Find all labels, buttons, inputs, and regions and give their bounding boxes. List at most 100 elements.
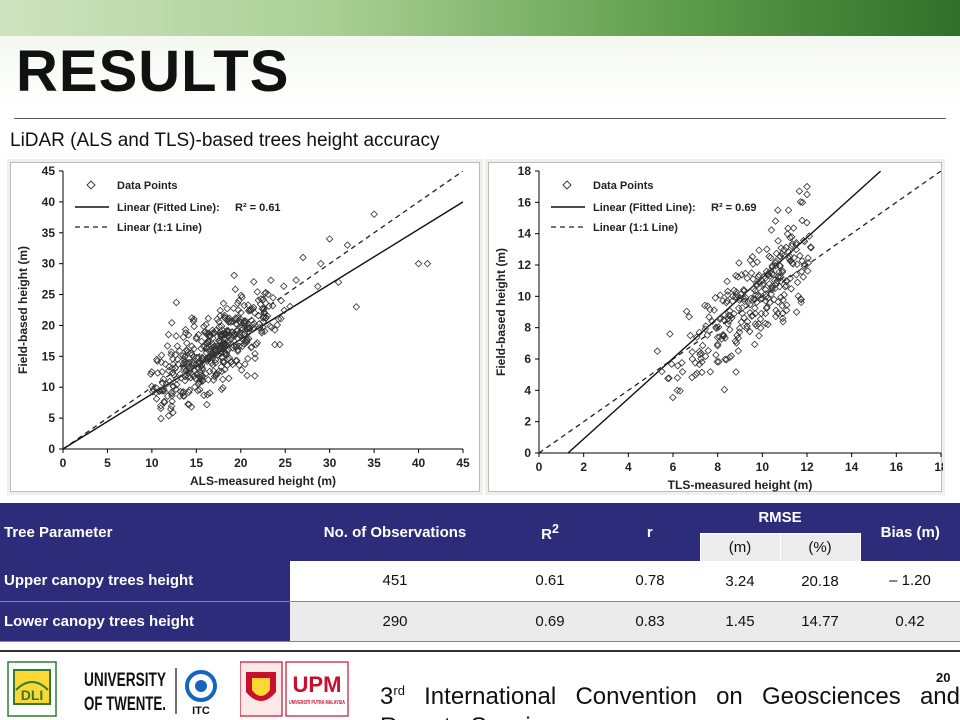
data-point xyxy=(665,374,673,382)
page-number: 20 xyxy=(936,670,951,685)
data-point xyxy=(186,365,194,373)
data-point xyxy=(217,367,226,376)
slide-title: RESULTS xyxy=(16,39,290,104)
data-point xyxy=(676,387,684,395)
data-point xyxy=(749,275,757,283)
data-point xyxy=(771,284,779,293)
data-point xyxy=(772,279,780,287)
y-tick-label: 8 xyxy=(524,321,531,335)
data-point xyxy=(274,315,283,323)
data-point xyxy=(747,294,755,303)
data-point xyxy=(197,344,205,353)
header-r: r xyxy=(600,503,700,561)
data-point xyxy=(232,356,240,365)
row-r: 0.83 xyxy=(600,601,700,642)
data-point xyxy=(800,262,809,270)
data-point xyxy=(180,365,188,373)
data-point xyxy=(190,372,198,381)
data-point xyxy=(198,377,207,385)
upm-logo-text: UPM xyxy=(293,672,342,697)
data-point xyxy=(219,375,227,384)
data-point xyxy=(721,355,729,364)
data-point xyxy=(280,282,288,291)
data-point xyxy=(746,300,754,309)
data-point xyxy=(721,334,729,342)
data-point xyxy=(719,330,727,339)
data-point xyxy=(695,328,704,337)
y-tick-label: 35 xyxy=(42,226,56,240)
data-point xyxy=(219,383,227,392)
data-point xyxy=(793,278,802,287)
x-tick-label: 12 xyxy=(800,460,814,474)
data-point xyxy=(218,344,227,353)
data-points xyxy=(653,182,815,402)
data-point xyxy=(352,303,361,311)
row-rmse-pct: 14.77 xyxy=(780,601,860,642)
y-tick-label: 4 xyxy=(524,383,531,397)
data-point xyxy=(423,259,432,268)
data-point xyxy=(804,254,812,262)
data-point xyxy=(147,368,156,376)
data-point xyxy=(666,330,674,338)
data-point xyxy=(740,295,748,303)
data-point xyxy=(215,317,223,326)
data-point xyxy=(787,285,795,293)
data-point xyxy=(667,360,676,368)
data-point xyxy=(202,369,210,378)
y-tick-label: 0 xyxy=(48,442,55,456)
data-point xyxy=(174,360,183,368)
data-point xyxy=(706,368,715,376)
data-point xyxy=(743,317,752,326)
data-point xyxy=(159,385,168,393)
data-point xyxy=(778,266,787,275)
data-point xyxy=(753,258,761,266)
y-tick-label: 6 xyxy=(524,352,531,366)
data-point xyxy=(723,297,732,305)
data-point xyxy=(720,311,729,319)
data-point xyxy=(262,288,270,297)
data-point xyxy=(223,361,232,369)
fitted-line xyxy=(63,201,463,449)
data-point xyxy=(775,282,784,291)
data-point xyxy=(202,320,210,329)
y-tick-label: 0 xyxy=(524,446,531,460)
y-axis-label: Field-based height (m) xyxy=(494,248,508,376)
y-tick-label: 14 xyxy=(518,227,532,241)
y-tick-label: 18 xyxy=(518,164,532,178)
x-tick-label: 10 xyxy=(145,456,159,470)
data-point xyxy=(673,361,682,370)
data-point xyxy=(786,233,794,242)
y-tick-label: 5 xyxy=(48,411,55,425)
data-point xyxy=(797,298,805,307)
data-point xyxy=(714,323,723,331)
data-point xyxy=(736,294,744,303)
data-point xyxy=(280,306,289,315)
data-point xyxy=(198,353,206,362)
legend-r2: R² = 0.69 xyxy=(711,202,757,214)
header-observations: No. of Observations xyxy=(290,503,500,561)
data-point xyxy=(691,359,700,367)
x-tick-label: 18 xyxy=(934,460,943,474)
x-tick-label: 30 xyxy=(323,456,337,470)
top-decorative-band xyxy=(0,0,960,40)
data-point xyxy=(772,257,780,266)
data-point xyxy=(779,317,787,326)
data-point xyxy=(181,325,190,334)
row-parameter: Upper canopy trees height xyxy=(0,561,290,602)
data-point xyxy=(204,332,213,341)
data-point xyxy=(146,370,155,378)
data-point xyxy=(165,377,174,386)
data-point xyxy=(716,291,725,299)
data-point xyxy=(682,307,691,316)
data-point xyxy=(790,253,798,262)
data-point xyxy=(754,320,763,328)
data-point xyxy=(258,304,267,313)
data-point xyxy=(179,360,188,368)
x-tick-label: 2 xyxy=(580,460,587,474)
data-point xyxy=(206,332,215,340)
data-point xyxy=(782,306,791,314)
slide-footer xyxy=(0,654,960,720)
data-point xyxy=(218,326,227,334)
data-point xyxy=(770,276,779,285)
data-point xyxy=(714,357,723,366)
